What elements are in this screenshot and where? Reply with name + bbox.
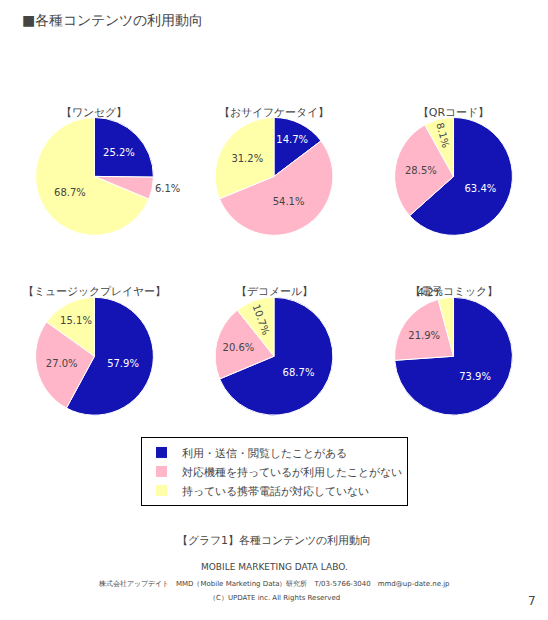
svg-text:【QRコード】: 【QRコード】 [418, 106, 489, 119]
svg-text:68.7%: 68.7% [54, 187, 86, 198]
svg-text:6.1%: 6.1% [155, 183, 180, 194]
svg-text:27.0%: 27.0% [46, 358, 78, 369]
svg-text:【グラフ1】各種コンテンツの利用動向: 【グラフ1】各種コンテンツの利用動向 [177, 534, 371, 547]
svg-text:【電子コミック】: 【電子コミック】 [410, 285, 498, 298]
svg-text:7: 7 [528, 594, 536, 608]
svg-text:対応機種を持っているが利用したことがない: 対応機種を持っているが利用したことがない [182, 466, 402, 479]
svg-text:（C）UPDATE inc. All Rights Rese: （C）UPDATE inc. All Rights Reserved [209, 594, 340, 602]
svg-text:【ワンセグ】: 【ワンセグ】 [61, 106, 127, 119]
svg-text:■各種コンテンツの利用動向: ■各種コンテンツの利用動向 [22, 12, 203, 28]
svg-text:持っている携帯電話が対応していない: 持っている携帯電話が対応していない [182, 485, 369, 498]
svg-text:25.2%: 25.2% [103, 147, 135, 158]
svg-text:利用・送信・閲覧したことがある: 利用・送信・閲覧したことがある [182, 447, 347, 460]
svg-text:68.7%: 68.7% [283, 367, 315, 378]
svg-text:【おサイフケータイ】: 【おサイフケータイ】 [219, 106, 329, 119]
svg-text:63.4%: 63.4% [465, 183, 497, 194]
svg-text:8.1%: 8.1% [434, 122, 451, 149]
svg-text:4.2%: 4.2% [418, 287, 443, 298]
svg-text:15.1%: 15.1% [60, 315, 92, 326]
svg-text:73.9%: 73.9% [459, 371, 491, 382]
svg-text:10.7%: 10.7% [251, 303, 272, 337]
svg-text:28.5%: 28.5% [405, 165, 437, 176]
svg-text:14.7%: 14.7% [276, 134, 308, 145]
svg-text:【ミュージックプレイヤー】: 【ミュージックプレイヤー】 [23, 285, 166, 298]
svg-text:54.1%: 54.1% [273, 196, 305, 207]
svg-text:株式会社アップデイト MMD（Mobile Marketin: 株式会社アップデイト MMD（Mobile Marketing Data）研究所… [98, 580, 450, 588]
svg-text:20.6%: 20.6% [223, 342, 255, 353]
svg-text:MOBILE MARKETING DATA LABO.: MOBILE MARKETING DATA LABO. [201, 562, 348, 572]
svg-text:21.9%: 21.9% [408, 330, 440, 341]
svg-text:【デコメール】: 【デコメール】 [236, 285, 313, 298]
svg-text:57.9%: 57.9% [107, 358, 139, 369]
svg-text:31.2%: 31.2% [231, 153, 263, 164]
